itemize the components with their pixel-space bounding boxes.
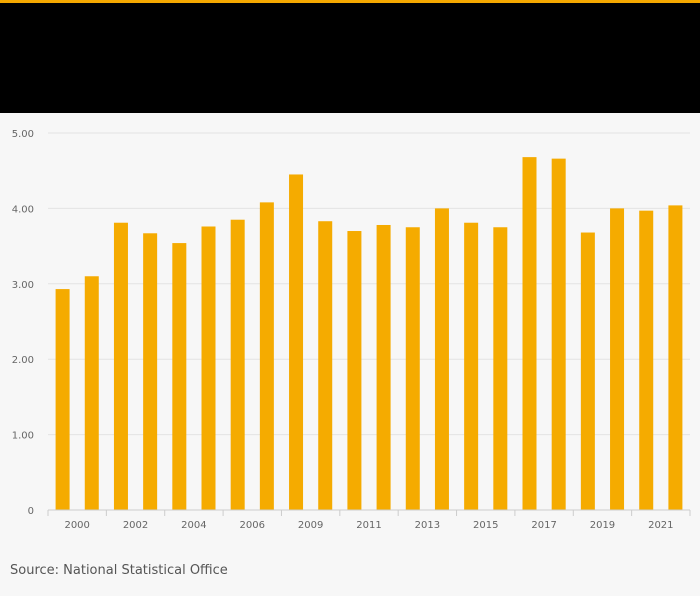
bar (230, 219, 245, 510)
bar (113, 222, 128, 510)
bar (172, 243, 187, 511)
y-tick-label: 4.00 (12, 204, 34, 215)
source-note: Source: National Statistical Office (10, 563, 228, 578)
bar (376, 224, 391, 510)
x-tick-label: 2004 (181, 520, 206, 531)
x-tick-label: 2009 (298, 520, 323, 531)
x-tick-label: 2002 (123, 520, 148, 531)
bar-chart: 01.002.003.004.005.00 2000 2002 2004 2006 20… (12, 129, 691, 531)
y-tick-label: 2.00 (12, 355, 34, 366)
y-tick-label: 5.00 (12, 129, 34, 140)
x-tick-label: 2017 (531, 520, 556, 531)
y-tick-label: 1.00 (12, 431, 34, 442)
x-tick-label: 2011 (356, 520, 381, 531)
bar (201, 226, 216, 510)
bar (318, 221, 333, 510)
x-tick-label: 2006 (240, 520, 265, 531)
x-tick-label: 2019 (590, 520, 615, 531)
bar (55, 289, 70, 510)
chart-area: 0 1.00 2.00 3.00 4.00 5.00 2000 2002 2004 2006 20… (0, 113, 700, 553)
bar (289, 174, 304, 510)
y-tick-label: 0 (28, 506, 34, 517)
bar (434, 208, 449, 510)
bar (610, 208, 625, 510)
bar (143, 233, 158, 511)
bar (522, 157, 537, 510)
bar (259, 202, 274, 511)
bar (84, 276, 99, 510)
y-tick-label: 3.00 (12, 280, 34, 291)
x-axis (47, 509, 691, 516)
x-axis-ticks: 2000 2002 2004 2006 2009 2011 2013 2015 2017 2019… (64, 520, 673, 531)
bar (493, 227, 508, 510)
bar (405, 227, 420, 510)
accent-bar (0, 0, 700, 3)
x-tick-label: 2013 (415, 520, 440, 531)
bar (580, 232, 595, 510)
x-tick-label: 2021 (648, 520, 673, 531)
bars (55, 157, 683, 511)
bar (347, 231, 362, 510)
bar (551, 158, 566, 511)
y-axis-ticks: 0 1.00 2.00 3.00 4.00 5.00 (12, 129, 34, 517)
header-band (0, 3, 700, 113)
bar (668, 205, 683, 510)
bar (639, 210, 654, 511)
x-tick-label: 2015 (473, 520, 498, 531)
bar (464, 222, 479, 510)
x-tick-label: 2000 (64, 520, 89, 531)
